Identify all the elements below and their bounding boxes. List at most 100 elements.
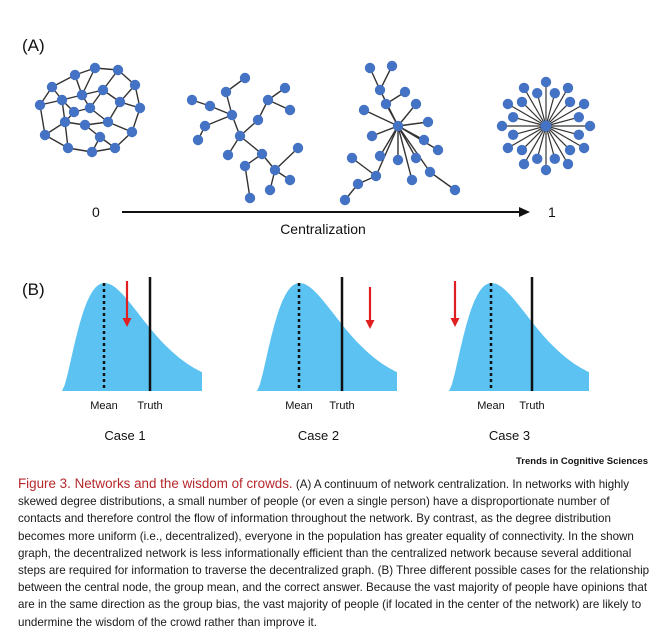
- panel-b-label: (B): [22, 280, 45, 299]
- arrow-head: [450, 318, 460, 327]
- network-node: [284, 104, 296, 116]
- network-node: [339, 194, 351, 206]
- network-edge: [545, 101, 571, 127]
- network-node: [97, 84, 109, 96]
- network-node: [399, 86, 411, 98]
- network-node: [532, 153, 543, 165]
- caption-title: Figure 3. Networks and the wisdom of cro…: [18, 476, 293, 491]
- network-node: [264, 184, 276, 196]
- network-node: [59, 116, 71, 128]
- network-node: [374, 84, 386, 96]
- network-edge: [507, 103, 547, 127]
- network-node: [220, 86, 232, 98]
- mean-label: Mean: [90, 400, 118, 412]
- network-node: [199, 120, 211, 132]
- network-edge: [375, 125, 399, 177]
- network-edge: [536, 93, 547, 127]
- network-node: [380, 98, 392, 110]
- axis-max-label: 1: [548, 204, 556, 220]
- network-node: [422, 116, 434, 128]
- network-node: [76, 89, 88, 101]
- distribution-curve: [62, 283, 202, 391]
- truth-label: Truth: [519, 400, 544, 412]
- network-node: [86, 146, 98, 158]
- network-node: [518, 158, 530, 170]
- network-node: [516, 96, 528, 108]
- network-node: [564, 96, 576, 108]
- network-node: [364, 62, 376, 74]
- network-node: [126, 126, 138, 138]
- network-node: [573, 112, 585, 123]
- axis-min-label: 0: [92, 204, 100, 220]
- network-edge: [507, 125, 547, 149]
- network-hub-branches: [339, 60, 461, 206]
- mean-label: Mean: [477, 400, 505, 412]
- network-node: [129, 79, 141, 91]
- network-edge: [545, 93, 556, 127]
- network-node: [366, 130, 378, 142]
- distribution-curve: [449, 283, 589, 391]
- network-node: [549, 153, 560, 165]
- network-node: [134, 102, 146, 114]
- network-node: [449, 184, 461, 196]
- network-node: [102, 116, 114, 128]
- figure-caption: Figure 3. Networks and the wisdom of cro…: [18, 475, 652, 631]
- case-title: Case 2: [298, 428, 339, 443]
- panel-a-label: (A): [22, 36, 45, 55]
- network-edge: [379, 125, 399, 157]
- case-1: Mean Truth Case 1: [62, 277, 202, 443]
- network-node: [507, 112, 519, 123]
- network-edge: [244, 165, 251, 199]
- network-node: [540, 76, 552, 88]
- centralization-axis: 0 1 Centralization: [92, 204, 556, 237]
- network-node: [222, 149, 234, 161]
- network-edge: [523, 125, 547, 165]
- network-node: [507, 129, 519, 140]
- axis-arrowhead: [519, 207, 530, 217]
- network-node: [94, 131, 106, 143]
- network-node: [584, 120, 596, 132]
- network-node: [252, 114, 264, 126]
- network-node: [79, 119, 91, 131]
- network-edge: [523, 87, 547, 127]
- network-edge: [521, 101, 547, 127]
- axis-title: Centralization: [280, 221, 366, 237]
- mean-label: Mean: [285, 400, 313, 412]
- network-node: [244, 192, 256, 204]
- network-node: [386, 60, 398, 72]
- network-edge: [397, 125, 439, 151]
- network-node: [410, 98, 422, 110]
- case-title: Case 3: [489, 428, 530, 443]
- network-node: [46, 81, 58, 93]
- journal-source: Trends in Cognitive Sciences: [516, 456, 648, 467]
- network-node: [352, 178, 364, 190]
- network-edge: [397, 125, 431, 173]
- network-edge: [545, 103, 585, 127]
- network-node: [114, 96, 126, 108]
- network-node: [62, 142, 74, 154]
- network-node: [109, 142, 121, 154]
- truth-label: Truth: [137, 400, 162, 412]
- arrow-head: [365, 320, 375, 329]
- network-edge: [536, 125, 547, 159]
- network-node: [204, 100, 216, 112]
- network-node: [256, 148, 268, 160]
- network-node: [56, 94, 68, 106]
- network-node: [562, 82, 574, 94]
- network-node: [392, 154, 404, 166]
- network-node: [346, 152, 358, 164]
- network-node: [269, 164, 281, 176]
- network-node: [496, 120, 508, 132]
- network-node: [549, 87, 560, 99]
- network-node: [532, 87, 543, 99]
- network-node: [374, 150, 386, 162]
- network-node: [34, 99, 46, 111]
- network-node: [68, 106, 80, 118]
- case-3: Mean Truth Case 3: [449, 277, 589, 443]
- truth-label: Truth: [329, 400, 354, 412]
- network-node: [540, 164, 552, 176]
- network-edge: [545, 125, 569, 165]
- network-edge: [545, 125, 579, 136]
- network-edge: [513, 125, 547, 136]
- network-node: [406, 174, 418, 186]
